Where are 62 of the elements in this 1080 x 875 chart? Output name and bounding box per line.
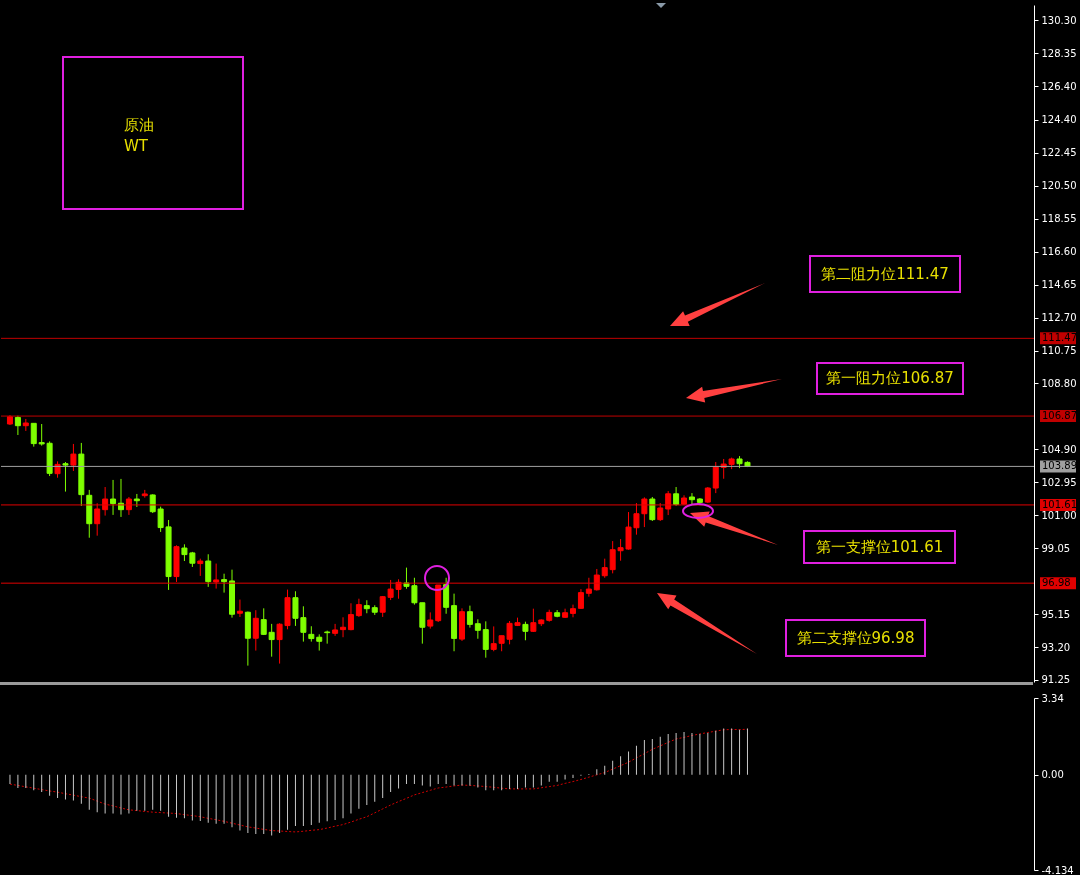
y-tick-label: 112.70 (1041, 312, 1077, 324)
candlestick (94, 502, 101, 537)
candlestick (570, 604, 577, 618)
y-tick-label: 130.30 (1041, 14, 1077, 26)
candlestick (205, 553, 212, 588)
ref-line-label: 103.89 (1042, 460, 1077, 472)
line-series (9, 728, 748, 833)
ref-line-label: 101.61 (1042, 498, 1077, 510)
y-tick-label: 108.80 (1041, 377, 1077, 389)
candlestick (221, 573, 228, 594)
annotation: 第二阻力位111.47 (809, 255, 961, 293)
y-tick-label: 124.40 (1041, 114, 1077, 126)
candlestick (62, 461, 69, 493)
candlestick (252, 609, 259, 652)
candlestick (712, 461, 719, 494)
y-tick-label: 122.45 (1041, 147, 1077, 159)
annotation: 第一阻力位106.87 (816, 362, 964, 395)
annotation: 第二支撑位96.98 (785, 619, 926, 657)
y-tick-label: 91.25 (1041, 674, 1071, 686)
annotation: 原油 WT (62, 56, 244, 210)
candlestick (347, 602, 354, 631)
candlestick (268, 623, 275, 658)
y-tick-label: 95.15 (1041, 608, 1071, 620)
candlestick (260, 607, 267, 636)
y-tick-label: 118.55 (1041, 213, 1077, 225)
ref-line-label: 106.87 (1042, 410, 1077, 422)
candlestick (236, 599, 243, 618)
candlestick (593, 568, 600, 592)
candlestick (110, 479, 117, 516)
ref-line-label: 96.98 (1042, 577, 1071, 589)
candlestick (601, 558, 608, 579)
candlestick (213, 563, 220, 590)
y-tick-label: 126.40 (1041, 80, 1077, 92)
candlestick (522, 621, 529, 641)
candlestick (332, 623, 339, 637)
candlestick (466, 605, 473, 629)
candlestick (474, 618, 481, 640)
y-tick-label: 102.95 (1041, 476, 1077, 488)
candlestick (577, 588, 584, 610)
candlestick (70, 443, 77, 472)
candlestick (30, 422, 37, 448)
y-tick-label: 3.34 (1041, 692, 1064, 704)
ref-line-label: 111.47 (1042, 332, 1077, 344)
annotation: 第一支撑位101.61 (803, 530, 956, 564)
candlestick (585, 577, 592, 598)
candlestick (340, 616, 347, 638)
candlestick (482, 620, 489, 659)
y-tick-label: -4.134 (1041, 864, 1074, 875)
y-tick-label: 114.65 (1041, 279, 1077, 291)
y-tick-label: 93.20 (1041, 641, 1071, 653)
candlestick (688, 492, 695, 506)
y-tick-label: 99.05 (1041, 542, 1071, 554)
y-tick-label: 101.00 (1041, 509, 1077, 521)
y-tick-label: 110.75 (1041, 345, 1077, 357)
y-tick-label: 120.50 (1041, 180, 1077, 192)
y-tick-label: 104.90 (1041, 443, 1077, 455)
candlestick (665, 490, 672, 516)
candlestick (443, 577, 450, 615)
y-tick-label: 0.00 (1041, 769, 1064, 781)
y-tick-label: 128.35 (1041, 47, 1077, 59)
candlestick (355, 598, 362, 618)
y-tick-label: 116.60 (1041, 246, 1077, 258)
